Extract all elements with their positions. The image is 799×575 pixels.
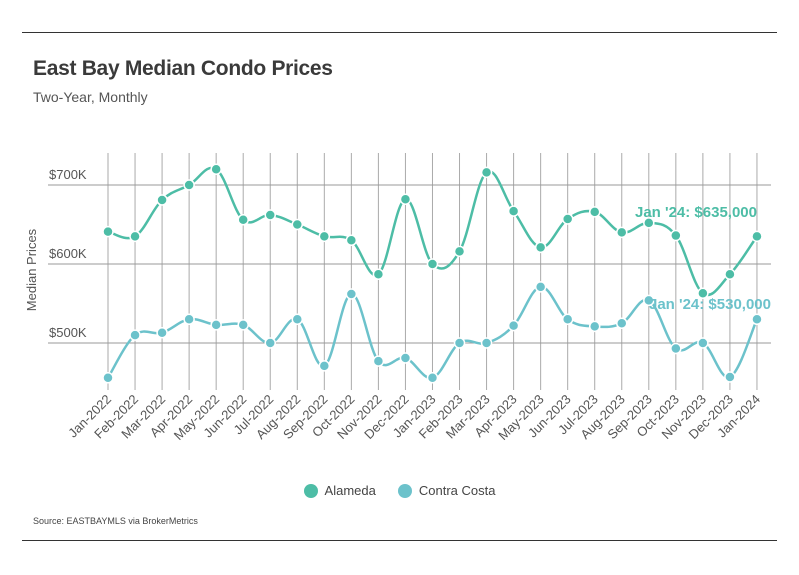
- data-point-contra-costa: [210, 319, 222, 331]
- data-point-alameda: [156, 194, 168, 206]
- data-point-alameda: [183, 179, 195, 191]
- data-point-contra-costa: [372, 355, 385, 367]
- data-point-alameda: [237, 214, 249, 226]
- legend-label: Alameda: [324, 483, 376, 498]
- data-point-alameda: [643, 217, 655, 229]
- data-point-contra-costa: [616, 317, 628, 329]
- data-point-alameda: [561, 213, 574, 225]
- legend: Alameda Contra Costa: [0, 483, 799, 498]
- chart-title: East Bay Median Condo Prices: [33, 57, 333, 80]
- y-axis-label: Median Prices: [24, 228, 39, 311]
- data-point-alameda: [588, 206, 601, 218]
- data-point-contra-costa: [156, 326, 168, 339]
- source-note: Source: EASTBAYMLS via BrokerMetrics: [33, 516, 198, 526]
- data-point-contra-costa: [724, 371, 736, 383]
- data-point-alameda: [426, 258, 439, 270]
- chart-subtitle: Two-Year, Monthly: [33, 89, 148, 105]
- data-point-contra-costa: [480, 337, 493, 349]
- data-point-alameda: [210, 163, 222, 175]
- legend-label: Contra Costa: [418, 483, 496, 498]
- data-point-alameda: [291, 218, 304, 231]
- data-point-alameda: [264, 209, 276, 221]
- data-point-contra-costa: [318, 360, 331, 372]
- data-point-contra-costa: [534, 281, 547, 293]
- data-point-contra-costa: [237, 319, 249, 331]
- data-point-alameda: [453, 245, 466, 258]
- data-point-alameda: [724, 268, 736, 281]
- data-point-contra-costa: [102, 372, 114, 384]
- data-point-alameda: [534, 241, 547, 254]
- data-point-contra-costa: [670, 342, 682, 355]
- legend-item-contra-costa[interactable]: Contra Costa: [397, 483, 496, 498]
- data-point-alameda: [102, 225, 114, 238]
- legend-item-alameda[interactable]: Alameda: [303, 483, 376, 498]
- top-rule: [22, 32, 777, 33]
- data-point-alameda: [751, 230, 763, 243]
- data-point-alameda: [345, 234, 358, 247]
- data-point-contra-costa: [183, 313, 195, 326]
- data-point-alameda: [129, 230, 141, 243]
- data-point-alameda: [616, 226, 628, 239]
- data-point-alameda: [507, 205, 520, 217]
- data-point-alameda: [480, 166, 493, 179]
- data-point-contra-costa: [697, 337, 709, 349]
- y-tick-label: $600K: [49, 246, 87, 261]
- data-point-contra-costa: [751, 313, 763, 326]
- data-point-alameda: [372, 268, 385, 281]
- y-tick-label: $700K: [49, 167, 87, 182]
- data-point-contra-costa: [291, 313, 304, 326]
- y-tick-label: $500K: [49, 325, 87, 340]
- data-point-contra-costa: [264, 337, 276, 349]
- data-point-alameda: [318, 230, 331, 243]
- data-point-contra-costa: [399, 352, 412, 364]
- data-point-contra-costa: [643, 294, 655, 307]
- data-point-contra-costa: [426, 372, 439, 384]
- data-point-contra-costa: [588, 320, 601, 333]
- data-point-contra-costa: [453, 337, 466, 349]
- legend-marker-alameda: [303, 483, 318, 498]
- annotation-alameda: Jan '24: $635,000: [635, 204, 757, 221]
- data-point-alameda: [670, 229, 682, 242]
- bottom-rule: [22, 540, 777, 541]
- data-point-contra-costa: [561, 313, 574, 326]
- annotation-contra-costa: Jan '24: $530,000: [649, 296, 771, 313]
- data-point-alameda: [399, 193, 412, 205]
- data-point-contra-costa: [129, 329, 141, 341]
- data-point-alameda: [697, 287, 709, 299]
- data-point-contra-costa: [507, 319, 520, 332]
- data-point-contra-costa: [345, 288, 358, 300]
- legend-marker-contra-costa: [397, 483, 412, 498]
